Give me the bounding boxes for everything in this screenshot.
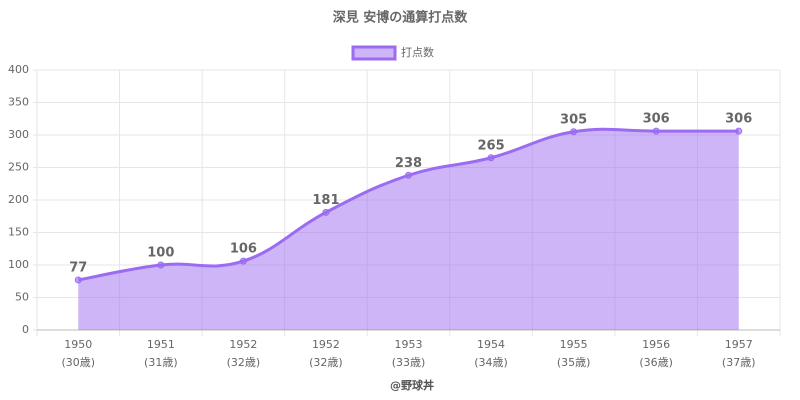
footer: @野球丼 [390,378,434,392]
x-tick-label: (31歳) [144,356,178,369]
point [735,127,743,135]
x-tick-label: 1952 [229,338,257,351]
data-label: 77 [69,260,87,275]
y-tick-label: 200 [8,193,29,206]
data-label: 306 [643,112,670,127]
point [652,127,660,135]
data-label: 238 [395,156,422,171]
x-tick-label: (33歳) [392,356,426,369]
x-tick-label: (32歳) [309,356,343,369]
y-tick-label: 300 [8,128,29,141]
x-tick-label: (32歳) [227,356,261,369]
x-tick-label: 1953 [395,338,423,351]
x-tick-label: 1957 [725,338,753,351]
data-label: 265 [477,138,504,153]
chart-title: 深見 安博の通算打点数 [333,10,469,26]
x-tick-label: 1951 [147,338,175,351]
y-tick-label: 100 [8,258,29,271]
data-label: 100 [147,246,174,261]
x-tick-label: 1954 [477,338,505,351]
point [74,276,82,284]
y-tick-label: 150 [8,226,29,239]
y-tick-label: 350 [8,96,29,109]
x-tick-label: (37歳) [722,356,756,369]
y-tick-label: 400 [8,63,29,76]
point [570,128,578,136]
area [78,129,739,330]
y-tick-label: 0 [22,323,29,336]
legend-swatch [351,45,397,61]
x-tick-label: (35歳) [557,356,591,369]
data-label: 181 [312,193,339,208]
x-tick-label: 1952 [312,338,340,351]
x-tick-label: 1950 [64,338,92,351]
data-label: 306 [725,112,752,127]
point [405,171,412,179]
point [239,257,247,265]
data-label: 305 [560,112,587,127]
legend-label: 打点数 [401,45,434,59]
x-tick-label: 1956 [642,338,670,351]
point [487,154,495,162]
data-label: 106 [230,242,257,257]
x-tick-label: (36歳) [639,356,673,369]
x-tick-label: 1955 [560,338,588,351]
x-tick-label: (30歳) [61,356,95,369]
y-tick-label: 50 [15,291,29,304]
point [322,208,330,216]
x-tick-label: (34歳) [474,356,508,369]
y-tick-label: 250 [8,161,29,174]
point [157,261,165,269]
